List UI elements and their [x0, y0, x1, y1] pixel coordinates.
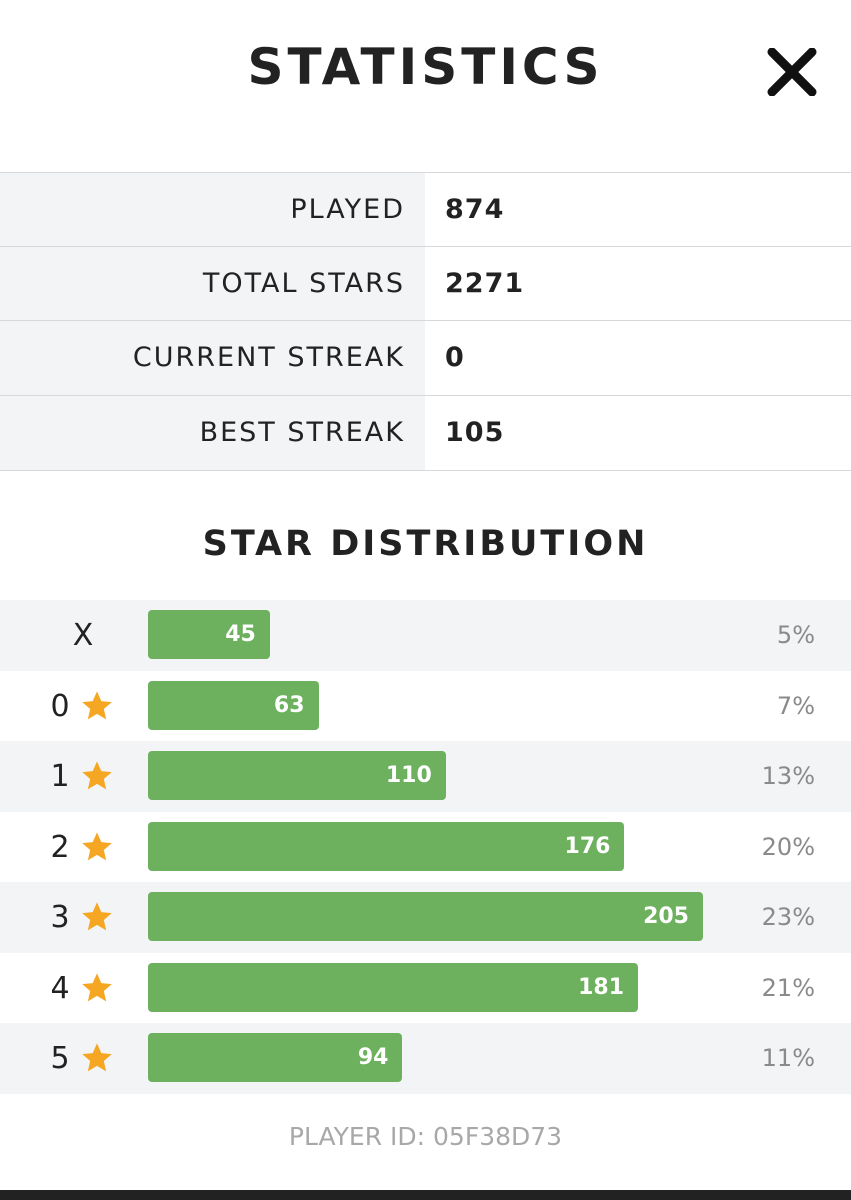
percent-label: 13% [761, 762, 815, 790]
distribution-row: 0 63 7% [0, 670, 851, 742]
distribution-row: X 45 5% [0, 600, 851, 671]
star-icon [80, 690, 114, 726]
bar: 63 [148, 680, 319, 730]
row-label: 1 [50, 759, 70, 794]
star-icon [80, 901, 114, 937]
star-icon [80, 831, 114, 867]
percent-label: 20% [761, 832, 815, 861]
bar-label: 94 [357, 1045, 389, 1070]
bar: 176 [148, 821, 625, 871]
row-label: X [72, 618, 94, 653]
star-icon [80, 1042, 114, 1078]
row-label: 2 [50, 829, 70, 865]
stat-row: TOTAL STARS 2271 [0, 246, 851, 321]
close-button[interactable] [766, 48, 818, 96]
title: STATISTICS [247, 38, 604, 96]
stat-row: PLAYED 874 [0, 172, 851, 247]
bar-label: 110 [385, 763, 432, 788]
bar-label: 63 [273, 692, 305, 718]
bar-label: 181 [578, 974, 625, 1000]
row-label: 5 [50, 1041, 70, 1076]
bar-label: 176 [564, 833, 611, 859]
distribution-row: 3 205 23% [0, 882, 851, 953]
stat-label: CURRENT STREAK [0, 321, 425, 395]
percent-label: 23% [761, 903, 815, 931]
bar: 181 [148, 962, 639, 1012]
stat-value: 874 [445, 194, 505, 225]
player-id: PLAYER ID: 05F38D73 [288, 1122, 563, 1151]
bottom-bar [0, 1190, 851, 1200]
stat-row: BEST STREAK 105 [0, 395, 851, 471]
bar: 110 [148, 751, 446, 800]
star-icon [80, 760, 114, 796]
stat-value: 105 [445, 417, 505, 448]
percent-label: 5% [776, 621, 815, 649]
stat-label: BEST STREAK [0, 396, 425, 470]
distribution-row: 2 176 20% [0, 811, 851, 883]
row-label: 4 [50, 970, 70, 1006]
bar-label: 205 [643, 904, 689, 929]
stat-value: 0 [445, 342, 465, 373]
bar: 45 [148, 610, 270, 659]
stat-row: CURRENT STREAK 0 [0, 320, 851, 395]
bar-label: 45 [225, 622, 256, 647]
percent-label: 11% [761, 1044, 815, 1072]
section-title: STAR DISTRIBUTION [202, 524, 649, 564]
bar: 94 [148, 1033, 403, 1082]
distribution-row: 5 94 11% [0, 1023, 851, 1094]
percent-label: 7% [776, 691, 815, 720]
stat-label: TOTAL STARS [0, 247, 425, 321]
row-label: 3 [50, 900, 70, 935]
stat-value: 2271 [445, 268, 525, 299]
stat-label: PLAYED [0, 173, 425, 247]
distribution-row: 1 110 13% [0, 741, 851, 812]
bar: 205 [148, 892, 703, 941]
star-icon [80, 972, 114, 1008]
row-label: 0 [50, 688, 70, 724]
percent-label: 21% [761, 973, 815, 1002]
distribution-row: 4 181 21% [0, 952, 851, 1024]
